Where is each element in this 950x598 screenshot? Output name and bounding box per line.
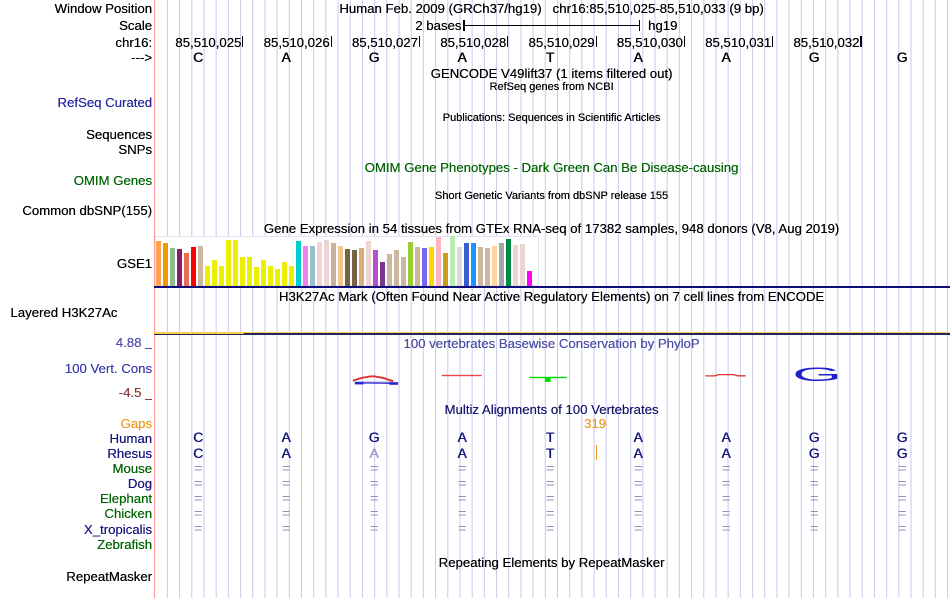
svg-text:G: G bbox=[792, 364, 842, 386]
